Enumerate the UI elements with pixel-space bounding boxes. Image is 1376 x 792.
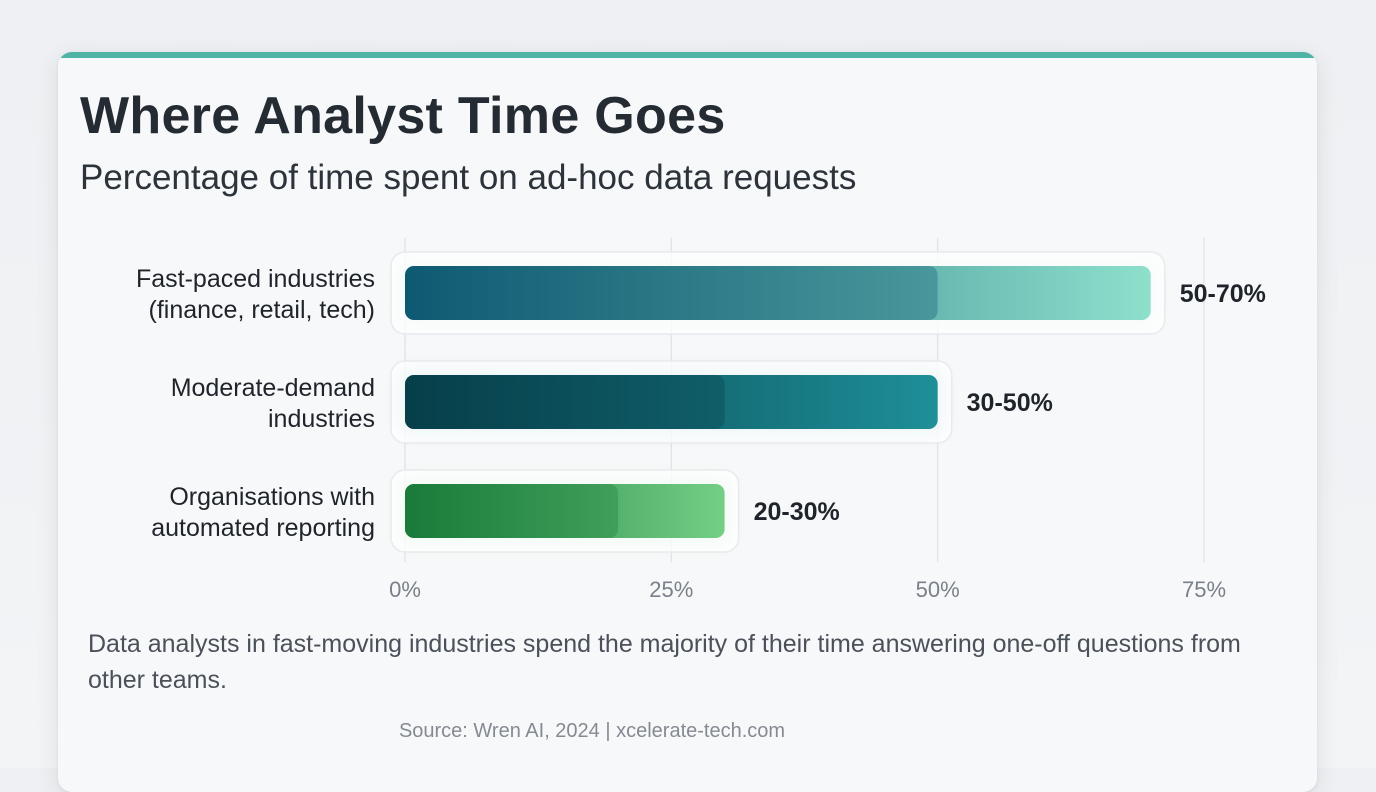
- chart-note: Data analysts in fast-moving industries …: [88, 630, 1241, 694]
- source-credit: Source: Wren AI, 2024 | xcelerate-tech.c…: [398, 720, 786, 742]
- x-tick-label: 50%: [916, 577, 960, 602]
- bar-lower-bound-fast-paced: [405, 266, 938, 320]
- value-label-automated-reporting: 20-30%: [754, 498, 840, 526]
- chart-card: Where Analyst Time Goes Percentage of ti…: [58, 52, 1317, 792]
- bar-fast-paced: [405, 266, 1151, 320]
- category-label-moderate-demand: Moderate-demand industries: [171, 374, 375, 433]
- x-tick-label: 75%: [1182, 577, 1226, 602]
- value-label-moderate-demand: 30-50%: [967, 389, 1053, 417]
- bar-automated-reporting: [405, 484, 725, 538]
- chart-title: Where Analyst Time Goes: [80, 87, 726, 145]
- x-tick-label: 0%: [389, 577, 421, 602]
- category-label-automated-reporting: Organisations with automated reporting: [151, 483, 375, 542]
- category-label-fast-paced: Fast-paced industries (finance, retail, t…: [136, 265, 375, 324]
- card-accent-bar: [58, 52, 1317, 58]
- x-tick-label: 25%: [649, 577, 693, 602]
- labels: 0% 25% 50% 75% 50-70% Fast-paced industries (f…: [136, 265, 1266, 602]
- bar-moderate-demand: [405, 375, 938, 429]
- bar-lower-bound-moderate-demand: [405, 375, 725, 429]
- bar-lower-bound-automated-reporting: [405, 484, 619, 538]
- bar-chart: 0% 25% 50% 75% 50-70% Fast-paced industries (f…: [136, 238, 1266, 602]
- chart-subtitle: Percentage of time spent on ad-hoc data …: [80, 158, 857, 197]
- bars: [390, 251, 1166, 553]
- value-label-fast-paced: 50-70%: [1180, 280, 1266, 308]
